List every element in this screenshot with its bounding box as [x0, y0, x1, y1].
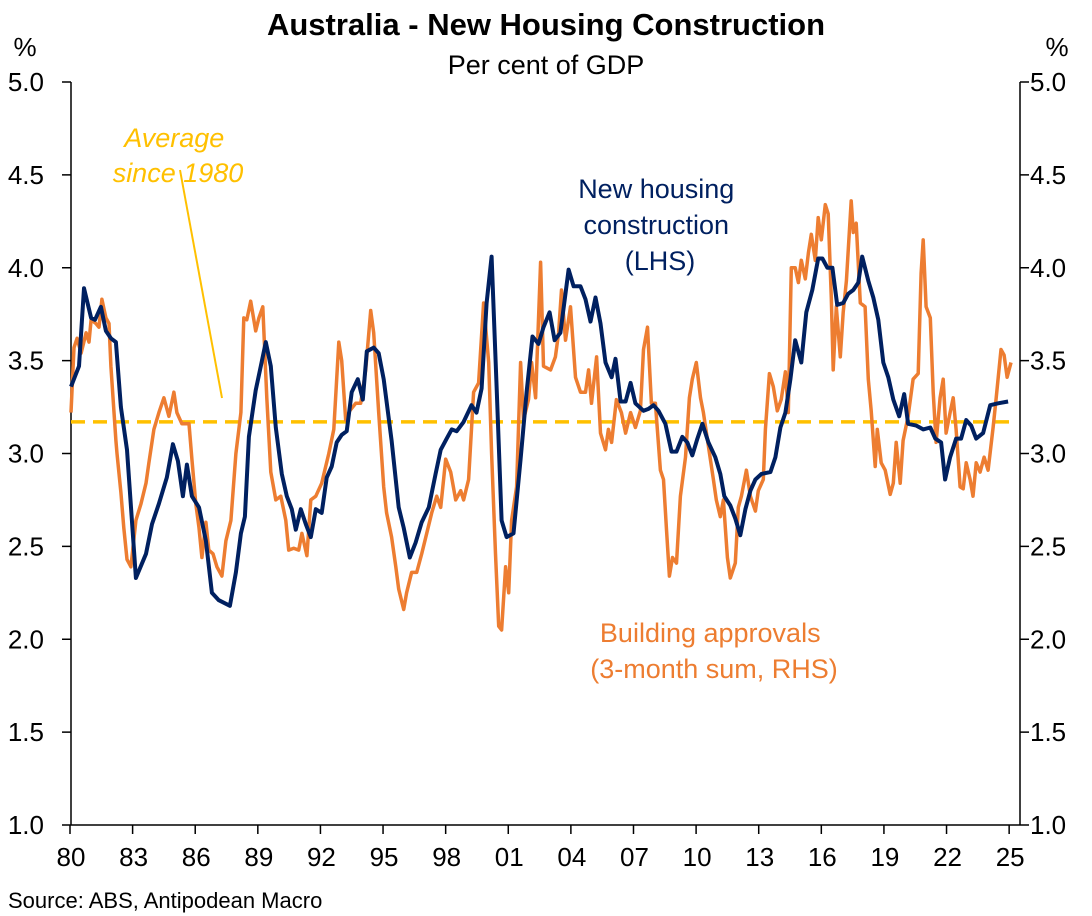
left-y-tick-label: 3.0 — [8, 439, 44, 469]
left-y-tick-label: 4.0 — [8, 253, 44, 283]
x-tick-label: 07 — [620, 842, 649, 872]
left-axis-unit: % — [13, 32, 36, 62]
construction-label-line-3: (LHS) — [625, 246, 696, 276]
approvals-label-line-2: (3-month sum, RHS) — [590, 654, 838, 684]
construction-series-label: New housing construction (LHS) — [578, 174, 742, 276]
x-tick-label: 86 — [182, 842, 211, 872]
average-annotation-line-2: since 1980 — [113, 158, 244, 188]
right-y-tick-label: 1.5 — [1030, 717, 1066, 747]
building-approvals-line — [69, 199, 1013, 632]
right-y-tick-label: 3.0 — [1030, 439, 1066, 469]
x-tick-label: 83 — [119, 842, 148, 872]
right-y-tick-label: 3.5 — [1030, 346, 1066, 376]
right-y-tick-label: 5.0 — [1030, 67, 1066, 97]
left-y-tick-label: 2.0 — [8, 624, 44, 654]
right-y-tick-label: 2.0 — [1030, 624, 1066, 654]
x-tick-label: 98 — [432, 842, 461, 872]
chart-subtitle: Per cent of GDP — [448, 50, 645, 80]
average-annotation: Average since 1980 — [113, 123, 244, 188]
x-tick-label: 10 — [683, 842, 712, 872]
left-y-tick-label: 1.5 — [8, 717, 44, 747]
right-axis-unit: % — [1045, 32, 1068, 62]
x-tick-label: 80 — [57, 842, 86, 872]
chart-title: Australia - New Housing Construction — [267, 7, 825, 42]
right-y-tick-label: 1.0 — [1030, 810, 1066, 840]
left-y-tick-label: 4.5 — [8, 160, 44, 190]
x-tick-label: 95 — [370, 842, 399, 872]
x-tick-label: 19 — [870, 842, 899, 872]
right-y-tick-label: 4.5 — [1030, 160, 1066, 190]
left-y-tick-label: 2.5 — [8, 531, 44, 561]
x-tick-label: 04 — [557, 842, 586, 872]
construction-label-line-1: New housing — [578, 174, 734, 204]
new-housing-construction-line — [69, 254, 1009, 608]
x-tick-label: 89 — [244, 842, 273, 872]
average-annotation-pointer — [179, 169, 223, 399]
average-annotation-line-1: Average — [122, 123, 224, 153]
x-tick-label: 25 — [996, 842, 1025, 872]
x-tick-label: 16 — [808, 842, 837, 872]
x-tick-label: 22 — [933, 842, 962, 872]
x-tick-label: 92 — [307, 842, 336, 872]
approvals-series-label: Building approvals (3-month sum, RHS) — [590, 618, 838, 684]
source-note: Source: ABS, Antipodean Macro — [8, 888, 322, 913]
left-y-tick-label: 3.5 — [8, 346, 44, 376]
left-y-tick-label: 1.0 — [8, 810, 44, 840]
x-tick-label: 01 — [495, 842, 524, 872]
right-y-tick-label: 4.0 — [1030, 253, 1066, 283]
construction-label-line-2: construction — [583, 210, 729, 240]
approvals-label-line-1: Building approvals — [600, 618, 821, 648]
right-y-tick-label: 2.5 — [1030, 531, 1066, 561]
x-tick-label: 13 — [745, 842, 774, 872]
series-lines — [69, 199, 1013, 632]
axes: 1.0 1.0 1.5 1.5 2.0 2.0 2.5 2.5 3.0 3.0 3.5 3.5 4.0 4… — [8, 67, 1066, 872]
left-y-tick-label: 5.0 — [8, 67, 44, 97]
